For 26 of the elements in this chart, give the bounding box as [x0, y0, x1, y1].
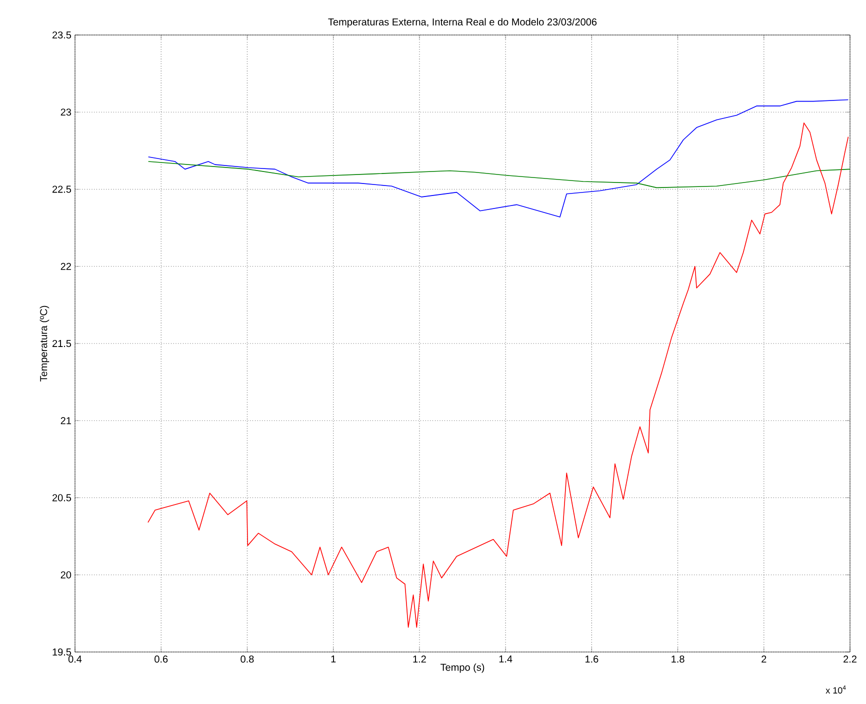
y-tick-label: 23.5 [52, 31, 72, 39]
chart-title: Temperaturas Externa, Interna Real e do Modelo 23/03/2006 [328, 18, 597, 28]
y-axis-title: Temperatura (ºC) [40, 306, 50, 382]
x-tick-label: 1.4 [499, 656, 512, 662]
x-tick-label: 0.6 [154, 656, 168, 663]
x-tick-label: 1.2 [413, 656, 426, 663]
y-tick-label: 23 [60, 108, 72, 116]
x-tick-label: 1 [331, 656, 336, 662]
y-tick-label: 20 [60, 571, 72, 578]
x-axis-title: Tempo (s) [440, 663, 484, 673]
y-tick-label: 21.5 [52, 340, 72, 348]
x-tick-label: 0.8 [240, 656, 254, 663]
x-tick-label: 2.2 [844, 656, 856, 663]
x-tick-label: 0.4 [68, 656, 82, 663]
y-tick-label: 19.5 [52, 648, 72, 656]
line-series [148, 99, 849, 218]
x-tick-label: 2 [762, 656, 766, 663]
y-tick-label: 21 [60, 417, 71, 424]
text: x 10$^{4}$ [826, 686, 846, 694]
line-series [148, 161, 850, 188]
x-tick-label: 1.8 [672, 656, 684, 663]
line-series [148, 122, 849, 628]
y-tick-label: 22.5 [52, 186, 72, 193]
y-tick-label: 20.5 [52, 494, 72, 502]
x-tick-label: 1.6 [585, 656, 598, 663]
y-tick-label: 22 [60, 262, 71, 270]
